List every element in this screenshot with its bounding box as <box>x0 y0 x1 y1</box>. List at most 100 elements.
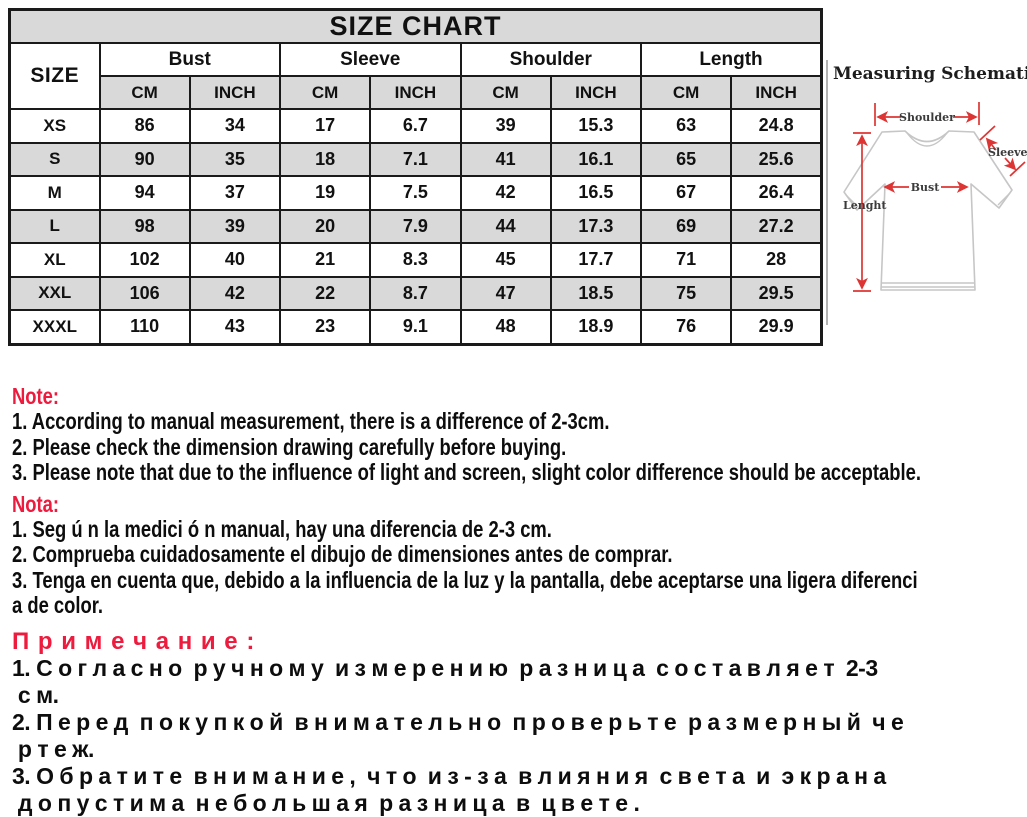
size-label: XXXL <box>8 309 101 345</box>
tshirt-cuff-line <box>845 194 859 208</box>
measurement-cell: 41 <box>459 141 552 177</box>
sleeve-tick <box>979 125 996 141</box>
measurement-cell: 40 <box>188 242 282 278</box>
measurement-cell: 106 <box>98 275 191 311</box>
measurement-cell: 16.1 <box>549 141 643 177</box>
note-heading-spanish: Nota: <box>12 490 60 517</box>
measurement-cell: 27.2 <box>730 208 823 244</box>
measurement-cell: 25.6 <box>730 141 823 177</box>
note-heading-russian: П р и м е ч а н и е : <box>12 627 256 655</box>
sleeve-label: Sleeve <box>988 146 1027 159</box>
measurement-cell: 29.9 <box>730 309 823 345</box>
size-label: S <box>8 141 101 177</box>
size-chart-table: SIZE CHART SIZE Bust Sleeve Shoulder Len… <box>8 8 823 346</box>
measurement-cell: 35 <box>188 141 282 177</box>
group-header-sleeve: Sleeve <box>279 42 462 77</box>
measurement-cell: 67 <box>639 175 733 211</box>
measurement-cell: 7.9 <box>369 208 462 244</box>
size-label: L <box>8 208 101 244</box>
measurement-cell: 29.5 <box>730 275 823 311</box>
schematic-title: Measuring Schematic <box>833 64 1027 84</box>
measurement-cell: 19 <box>278 175 372 211</box>
measurement-cell: 18 <box>278 141 372 177</box>
measurement-cell: 18.9 <box>549 309 643 345</box>
group-header-shoulder: Shoulder <box>459 42 642 77</box>
size-label: XL <box>8 242 101 278</box>
measurement-cell: 76 <box>639 309 733 345</box>
note-line: д о п у с т и м а н е б о л ь ш а я р а … <box>12 789 640 816</box>
measurement-cell: 22 <box>278 275 372 311</box>
note-lines-english: 1. According to manual measurement, ther… <box>12 408 1025 486</box>
unit-header-cm: CM <box>459 75 552 110</box>
note-line: 1. According to manual measurement, ther… <box>12 408 610 434</box>
unit-header-inch: INCH <box>188 75 282 110</box>
measurement-cell: 90 <box>98 141 191 177</box>
measurement-cell: 7.5 <box>369 175 462 211</box>
measurement-cell: 75 <box>639 275 733 311</box>
group-header-row: SIZE Bust Sleeve Shoulder Length <box>8 42 823 110</box>
size-chart-panel: SIZE CHART SIZE Bust Sleeve Shoulder Len… <box>8 8 823 346</box>
note-block-spanish: Nota: 1. Seg ú n la medici ó n manual, h… <box>12 491 1025 619</box>
measurement-cell: 26.4 <box>730 175 823 211</box>
measurement-cell: 47 <box>459 275 552 311</box>
size-column-header: SIZE <box>8 42 101 110</box>
table-row: M 94 37 19 7.5 42 16.5 67 26.4 <box>8 175 823 211</box>
note-line: 2. П е р е д п о к у п к о й в н и м а т… <box>12 708 904 735</box>
chart-title: SIZE CHART <box>321 11 510 42</box>
group-header-bust: Bust <box>98 42 281 77</box>
tshirt-diagram: Shoulder Sleeve Bust Lenght <box>843 102 1027 292</box>
measurement-cell: 44 <box>459 208 552 244</box>
note-line: a de color. <box>12 592 104 618</box>
measurement-cell: 16.5 <box>549 175 643 211</box>
measurement-cell: 9.1 <box>369 309 462 345</box>
measurement-cell: 42 <box>459 175 552 211</box>
measurement-cell: 8.3 <box>369 242 462 278</box>
table-row: XXXL 110 43 23 9.1 48 18.9 76 29.9 <box>8 309 823 345</box>
size-label: M <box>8 175 101 211</box>
sleeve-tick <box>1009 161 1026 177</box>
unit-header-cm: CM <box>278 75 372 110</box>
size-label: XS <box>8 108 101 144</box>
table-row: XL 102 40 21 8.3 45 17.7 71 28 <box>8 242 823 278</box>
measurement-cell: 98 <box>98 208 191 244</box>
note-line: 3. Please note that due to the influence… <box>12 459 921 485</box>
note-line: 1. Seg ú n la medici ó n manual, hay una… <box>12 515 552 542</box>
note-heading-english: Note: <box>12 383 60 409</box>
measurement-cell: 17.7 <box>549 242 643 278</box>
tshirt-collar <box>906 132 948 147</box>
shoulder-label: Shoulder <box>899 111 955 124</box>
measurement-cell: 7.1 <box>369 141 462 177</box>
unit-header-cm: CM <box>98 75 191 110</box>
measurement-cell: 69 <box>639 208 733 244</box>
measurement-cell: 86 <box>98 108 191 144</box>
unit-header-inch: INCH <box>730 75 823 110</box>
measurement-cell: 18.5 <box>549 275 643 311</box>
bust-label: Bust <box>911 181 940 194</box>
note-line: с м. <box>12 681 59 708</box>
measurement-cell: 17.3 <box>549 208 643 244</box>
measurement-cell: 42 <box>188 275 282 311</box>
measurement-cell: 6.7 <box>369 108 462 144</box>
group-header-length: Length <box>640 42 823 77</box>
measurement-cell: 28 <box>730 242 823 278</box>
measurement-cell: 20 <box>278 208 372 244</box>
measurement-cell: 21 <box>278 242 372 278</box>
note-line: 3. О б р а т и т е в н и м а н и е , ч т… <box>12 762 886 789</box>
unit-header-inch: INCH <box>369 75 462 110</box>
measurement-cell: 48 <box>459 309 552 345</box>
sleeve-arrow-up <box>985 137 999 151</box>
chart-title-cell: SIZE CHART <box>8 8 823 44</box>
measurement-cell: 17 <box>278 108 372 144</box>
sleeve-arrow-down <box>1003 157 1017 171</box>
measurement-cell: 39 <box>459 108 552 144</box>
unit-header-inch: INCH <box>549 75 643 110</box>
measurement-cell: 37 <box>188 175 282 211</box>
measurement-cell: 102 <box>98 242 191 278</box>
size-label: XXL <box>8 275 101 311</box>
measurement-cell: 15.3 <box>549 108 643 144</box>
unit-header-cm: CM <box>639 75 733 110</box>
note-line: 2. Please check the dimension drawing ca… <box>12 433 567 460</box>
measurement-cell: 65 <box>639 141 733 177</box>
table-title-row: SIZE CHART <box>8 8 823 44</box>
tshirt-outline <box>843 130 1013 291</box>
